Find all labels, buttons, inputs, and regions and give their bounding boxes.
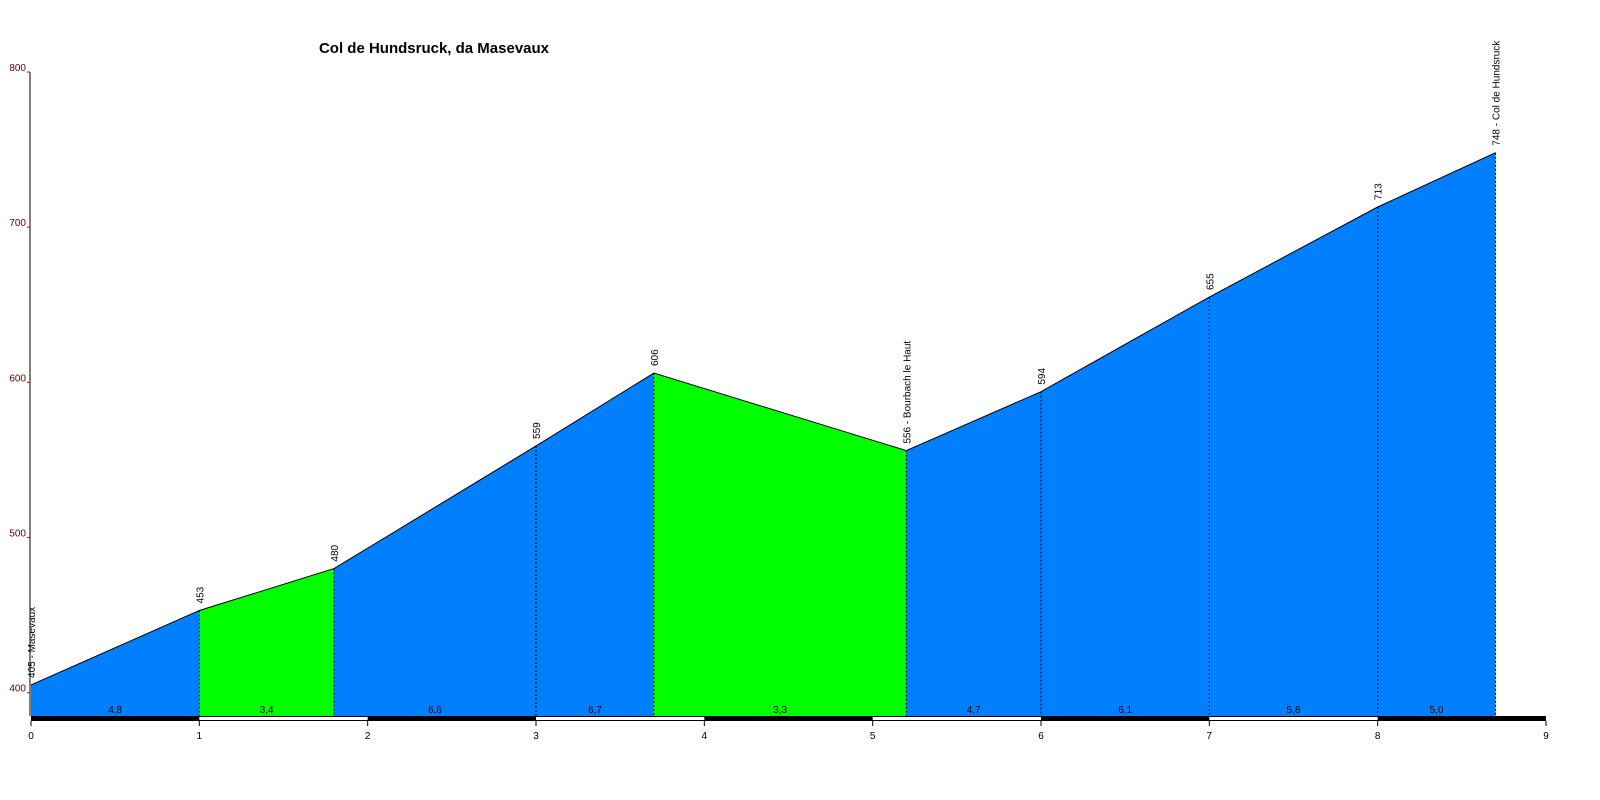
chart-title: Col de Hundsruck, da Masevaux <box>319 40 550 57</box>
point-label: 594 <box>1037 368 1048 385</box>
gradient-label: 4,7 <box>967 705 981 716</box>
gradient-label: 3,3 <box>773 705 787 716</box>
gradient-label: 3,4 <box>260 705 274 716</box>
profile-segment <box>31 610 200 716</box>
y-tick-label: 800 <box>9 63 26 74</box>
x-tick-label: 8 <box>1375 731 1381 742</box>
point-label: 453 <box>195 586 206 603</box>
x-tick-label: 3 <box>533 731 539 742</box>
gradient-label: 5,0 <box>1430 705 1444 716</box>
point-label: 655 <box>1205 273 1216 290</box>
x-tick-label: 7 <box>1207 731 1213 742</box>
km-bar-white <box>1209 717 1378 720</box>
x-tick-label: 0 <box>28 731 34 742</box>
profile-segment <box>653 373 907 716</box>
gradient-label: 6,6 <box>428 705 442 716</box>
profile-segment <box>906 391 1041 716</box>
x-tick-label: 5 <box>870 731 876 742</box>
km-bar-white <box>536 717 705 720</box>
point-label: 559 <box>532 422 543 439</box>
profile-segment <box>199 568 334 716</box>
km-bar-white <box>199 717 368 720</box>
km-bar-white <box>872 717 1041 720</box>
profile-segment <box>1209 207 1378 716</box>
point-label: 556 - Bourbach le Haut <box>902 341 913 444</box>
x-tick-label: 9 <box>1543 731 1549 742</box>
x-tick-label: 4 <box>702 731 708 742</box>
x-tick-label: 2 <box>365 731 371 742</box>
profile-segment <box>536 373 654 716</box>
km-bar <box>31 716 1546 721</box>
point-label: 748 - Col de Hundsruck <box>1492 40 1503 146</box>
x-tick-label: 1 <box>197 731 203 742</box>
profile-segment <box>1041 297 1210 716</box>
x-tick-label: 6 <box>1038 731 1044 742</box>
gradient-label: 6,7 <box>588 705 602 716</box>
profile-line <box>30 152 1496 686</box>
point-label: 405 - Masevaux <box>27 607 38 678</box>
y-tick-label: 700 <box>9 218 26 229</box>
gradient-label: 5,8 <box>1287 705 1301 716</box>
y-tick-label: 500 <box>9 529 26 540</box>
y-tick-label: 400 <box>9 684 26 695</box>
point-label: 606 <box>650 349 661 366</box>
y-tick-label: 600 <box>9 373 26 384</box>
profile-segment <box>1377 152 1496 716</box>
gradient-label: 6,1 <box>1118 705 1132 716</box>
profile-segment <box>334 445 536 716</box>
gradient-label: 4,8 <box>108 705 122 716</box>
point-label: 713 <box>1374 183 1385 200</box>
point-label: 480 <box>330 544 341 561</box>
